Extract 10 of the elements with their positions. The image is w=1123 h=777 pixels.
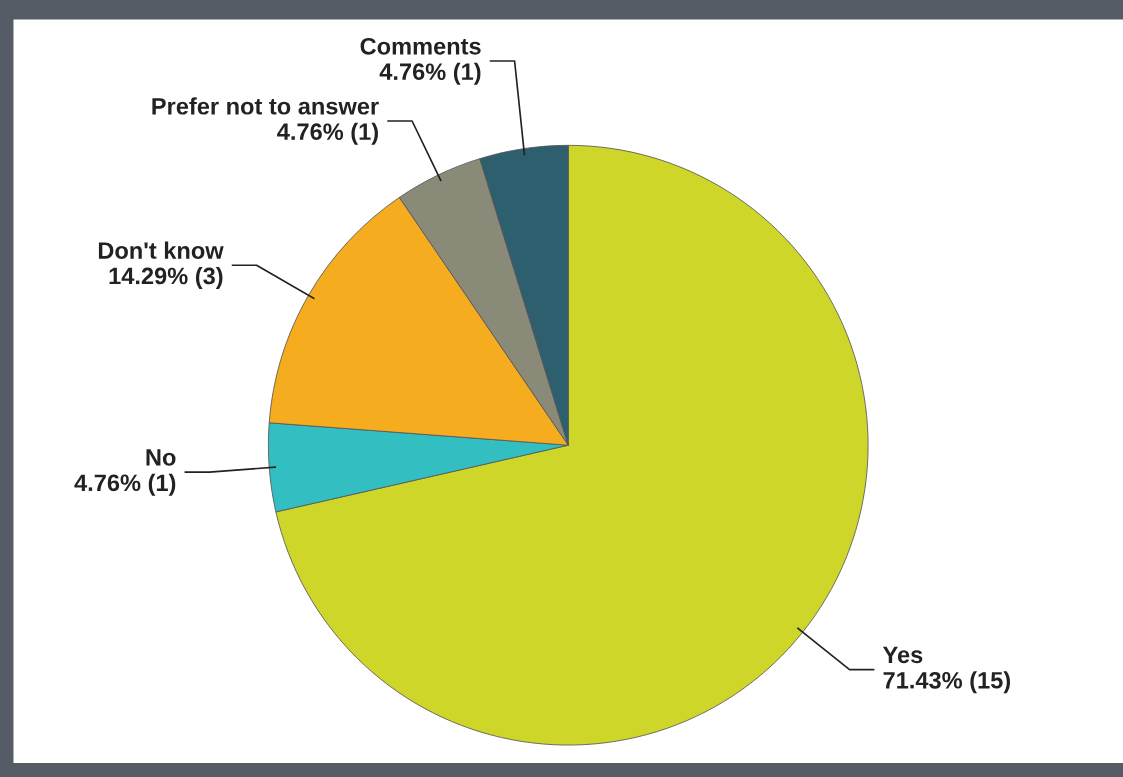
slice-label: Prefer not to answer xyxy=(152,97,379,115)
data-label: 71.43% (15) xyxy=(883,671,1011,694)
slice-label: No xyxy=(146,449,176,466)
data-label: 4.76% (1) xyxy=(379,62,481,85)
data-label: 14.29% (3) xyxy=(109,266,223,289)
slice-label: Don't know xyxy=(98,241,224,259)
slice-label: Yes xyxy=(882,646,923,664)
data-label: 4.76% (1) xyxy=(277,122,378,145)
data-label: 4.76% (1) xyxy=(74,473,176,496)
slice-label: Comments xyxy=(360,37,481,55)
